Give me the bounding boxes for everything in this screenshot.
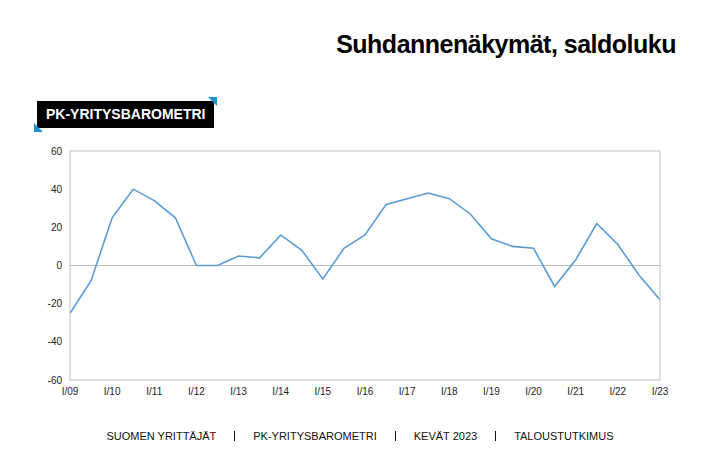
svg-text:-60: -60 (48, 375, 63, 386)
html-text:Suhdannenäkymät, saldoluku: Suhdannenäkymät, saldoluku (336, 30, 676, 58)
svg-text:I/19: I/19 (483, 386, 500, 397)
html-text:SUOMEN YRITTÄJÄT: SUOMEN YRITTÄJÄT (106, 430, 217, 442)
html-text:KEVÄT 2023: KEVÄT 2023 (413, 430, 478, 442)
svg-text:I/16: I/16 (357, 386, 374, 397)
html-text:PK-YRITYSBAROMETRI: PK-YRITYSBAROMETRI (253, 430, 377, 442)
svg-text:I/13: I/13 (230, 386, 247, 397)
svg-text:I/12: I/12 (188, 386, 205, 397)
svg-text:0: 0 (56, 260, 62, 271)
svg-text:I/22: I/22 (610, 386, 627, 397)
svg-text:I/15: I/15 (315, 386, 332, 397)
svg-text:I/20: I/20 (525, 386, 542, 397)
svg-text:I/17: I/17 (399, 386, 416, 397)
svg-text:20: 20 (51, 222, 63, 233)
svg-text:I/09: I/09 (62, 386, 79, 397)
svg-text:I/11: I/11 (146, 386, 162, 397)
html-text:PK-YRITYSBAROMETRI: PK-YRITYSBAROMETRI (46, 106, 206, 122)
html-text:TALOUSTUTKIMUS: TALOUSTUTKIMUS (514, 430, 614, 442)
svg-text:-20: -20 (48, 298, 63, 309)
svg-text:I/21: I/21 (567, 386, 584, 397)
svg-text:60: 60 (51, 146, 63, 157)
svg-text:-40: -40 (48, 336, 63, 347)
svg-text:40: 40 (51, 184, 63, 195)
svg-text:I/23: I/23 (652, 386, 669, 397)
svg-text:I/18: I/18 (441, 386, 458, 397)
svg-text:I/14: I/14 (272, 386, 289, 397)
svg-text:I/10: I/10 (104, 386, 121, 397)
